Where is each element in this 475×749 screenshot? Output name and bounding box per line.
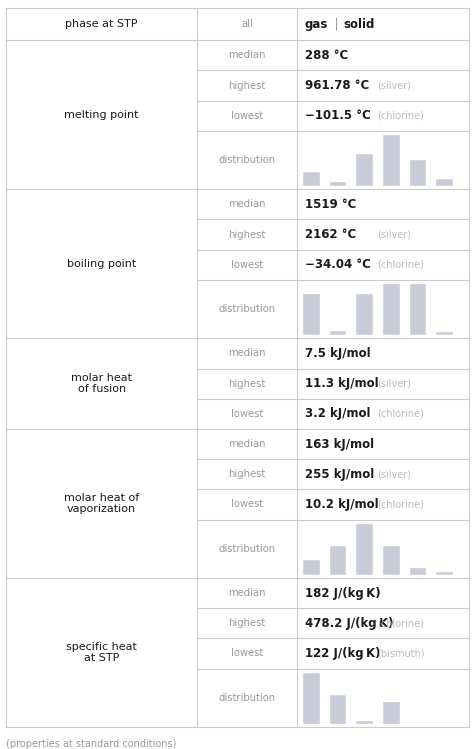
Bar: [409, 284, 426, 336]
Text: 182 J/(kg K): 182 J/(kg K): [305, 586, 380, 599]
Text: lowest: lowest: [231, 260, 263, 270]
Text: 163 kJ/mol: 163 kJ/mol: [305, 437, 374, 451]
Text: all: all: [241, 19, 253, 29]
Text: highest: highest: [228, 230, 266, 240]
Text: (silver): (silver): [377, 378, 411, 389]
Text: 288 °C: 288 °C: [305, 49, 348, 62]
Text: (bismuth): (bismuth): [377, 649, 425, 658]
Text: boiling point: boiling point: [67, 258, 136, 269]
Text: (chlorine): (chlorine): [377, 618, 424, 628]
Bar: [383, 545, 399, 575]
Bar: [330, 331, 346, 336]
Text: molar heat
of fusion: molar heat of fusion: [71, 373, 132, 395]
Bar: [356, 154, 373, 187]
Text: melting point: melting point: [64, 110, 139, 120]
Bar: [383, 702, 399, 724]
Text: 3.2 kJ/mol: 3.2 kJ/mol: [305, 407, 370, 420]
Text: (silver): (silver): [377, 81, 411, 91]
Bar: [303, 172, 320, 187]
Bar: [330, 694, 346, 724]
Text: median: median: [228, 50, 266, 61]
Text: 1519 °C: 1519 °C: [305, 198, 356, 211]
Text: median: median: [228, 348, 266, 359]
Text: highest: highest: [228, 81, 266, 91]
Text: |: |: [327, 18, 346, 31]
Bar: [409, 568, 426, 575]
Bar: [303, 560, 320, 575]
Text: molar heat of
vaporization: molar heat of vaporization: [64, 493, 139, 515]
Text: 255 kJ/mol: 255 kJ/mol: [305, 467, 374, 481]
Text: 122 J/(kg K): 122 J/(kg K): [305, 647, 380, 660]
Text: median: median: [228, 588, 266, 598]
Text: 11.3 kJ/mol: 11.3 kJ/mol: [305, 377, 379, 390]
Text: (silver): (silver): [377, 230, 411, 240]
Text: 2162 °C: 2162 °C: [305, 228, 356, 241]
Text: phase at STP: phase at STP: [65, 19, 138, 29]
Bar: [303, 294, 320, 336]
Text: highest: highest: [228, 378, 266, 389]
Bar: [437, 572, 453, 575]
Bar: [383, 284, 399, 336]
Bar: [437, 179, 453, 187]
Text: (chlorine): (chlorine): [377, 409, 424, 419]
Text: (silver): (silver): [377, 469, 411, 479]
Bar: [356, 721, 373, 724]
Text: specific heat
at STP: specific heat at STP: [66, 642, 137, 664]
Text: −101.5 °C: −101.5 °C: [305, 109, 370, 122]
Text: (properties at standard conditions): (properties at standard conditions): [6, 739, 176, 749]
Text: distribution: distribution: [218, 544, 276, 554]
Text: median: median: [228, 439, 266, 449]
Bar: [330, 182, 346, 187]
Text: highest: highest: [228, 469, 266, 479]
Text: −34.04 °C: −34.04 °C: [305, 258, 371, 271]
Text: 478.2 J/(kg K): 478.2 J/(kg K): [305, 616, 393, 630]
Text: 961.78 °C: 961.78 °C: [305, 79, 369, 92]
Text: lowest: lowest: [231, 111, 263, 121]
Text: lowest: lowest: [231, 500, 263, 509]
Text: distribution: distribution: [218, 304, 276, 314]
Bar: [409, 160, 426, 187]
Text: median: median: [228, 199, 266, 210]
Bar: [330, 545, 346, 575]
Text: gas: gas: [305, 18, 328, 31]
Text: (chlorine): (chlorine): [377, 260, 424, 270]
Text: distribution: distribution: [218, 693, 276, 703]
Text: distribution: distribution: [218, 155, 276, 165]
Bar: [356, 294, 373, 336]
Text: (chlorine): (chlorine): [377, 500, 424, 509]
Text: lowest: lowest: [231, 649, 263, 658]
Text: 7.5 kJ/mol: 7.5 kJ/mol: [305, 347, 370, 360]
Bar: [437, 333, 453, 336]
Text: highest: highest: [228, 618, 266, 628]
Text: (chlorine): (chlorine): [377, 111, 424, 121]
Bar: [303, 673, 320, 724]
Bar: [383, 135, 399, 187]
Text: 10.2 kJ/mol: 10.2 kJ/mol: [305, 498, 379, 511]
Bar: [356, 524, 373, 575]
Text: lowest: lowest: [231, 409, 263, 419]
Text: solid: solid: [343, 18, 374, 31]
